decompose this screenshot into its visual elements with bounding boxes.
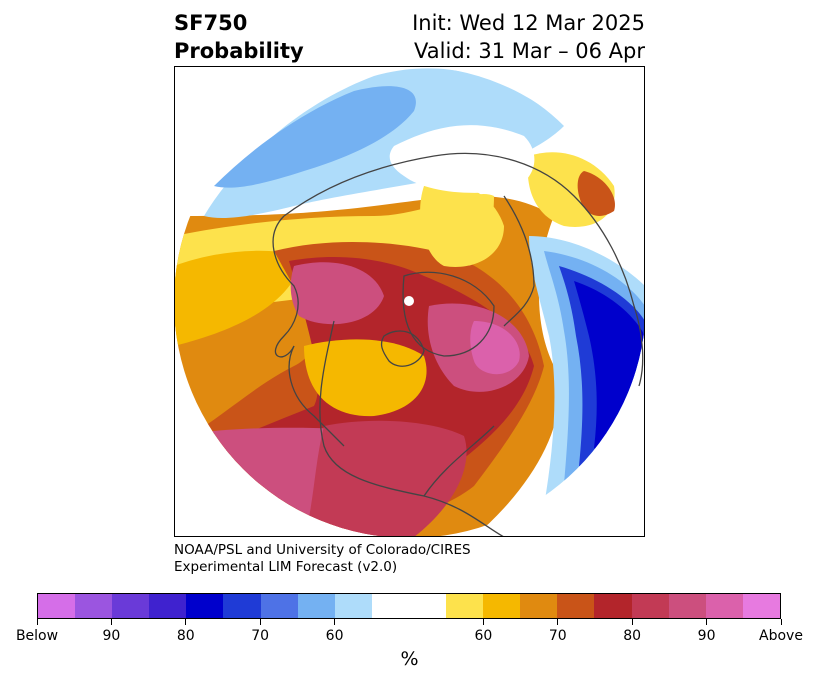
colorbar-segment: [112, 594, 150, 618]
coastline-layer: [272, 152, 644, 537]
map-title: SF750 Probability: [174, 9, 304, 65]
greenland-coast: [402, 271, 495, 357]
colorbar-tick-label: 90: [697, 628, 716, 644]
colorbar-tick: [780, 619, 782, 625]
colorbar-segment: [557, 594, 595, 618]
colorbar: [37, 593, 781, 619]
colorbar-segment: [75, 594, 113, 618]
polar-map: [174, 66, 645, 537]
colorbar-segment: [483, 594, 521, 618]
credit-text: NOAA/PSL and University of Colorado/CIRE…: [174, 542, 471, 576]
colorbar-tick-label: 70: [548, 628, 567, 644]
colorbar-tick-label: 70: [251, 628, 270, 644]
above-60-north-pocket: [420, 183, 504, 267]
above-75-northeast-core: [577, 171, 615, 216]
colorbar-segment: [520, 594, 558, 618]
north-pole-marker: [404, 296, 414, 306]
map-border: [174, 66, 645, 537]
colorbar-tick-label: 60: [325, 628, 344, 644]
colorbar-tick-label: 80: [623, 628, 642, 644]
above-65-west: [174, 250, 304, 346]
colorbar-ticks: Below 90 80 70 60 60 70 80 90 Above: [16, 619, 803, 649]
colorbar-segment: [223, 594, 261, 618]
above-95-east-core: [470, 321, 520, 375]
colorbar-tick: [482, 619, 484, 625]
polar-map-svg: [174, 66, 645, 537]
forecast-dates: Init: Wed 12 Mar 2025 Valid: 31 Mar – 06…: [300, 9, 645, 65]
colorbar-segment: [705, 594, 743, 618]
credit-line-1: NOAA/PSL and University of Colorado/CIRE…: [174, 542, 471, 558]
colorbar-tick-label: 60: [474, 628, 493, 644]
colorbar-tick: [706, 619, 708, 625]
colorbar-segment: [742, 594, 780, 618]
pacific-coast: [288, 345, 345, 447]
colorbar-tick-label: 80: [176, 628, 195, 644]
colorbar-segment: [297, 594, 335, 618]
eurasia-coast: [283, 152, 644, 387]
colorbar-segment: [371, 594, 409, 618]
above-85-south: [304, 420, 467, 537]
colorbar-tick-label: Above: [759, 628, 803, 644]
hudson-bay-coast: [380, 330, 425, 367]
colorbar-segment: [260, 594, 298, 618]
above-65-center-pocket: [304, 339, 427, 417]
below-60-north-region: [204, 68, 564, 218]
colorbar-tick: [259, 619, 261, 625]
colorbar-segment: [408, 594, 447, 618]
above-90-west-center: [290, 262, 384, 325]
white-arctic-gap: [389, 125, 535, 193]
colorbar-segment: [186, 594, 224, 618]
asia-coast: [272, 215, 299, 358]
colorbar-tick: [36, 619, 38, 625]
colorbar-tick: [185, 619, 187, 625]
colorbar-tick: [334, 619, 336, 625]
title-variable: SF750: [174, 11, 248, 35]
colorbar-tick: [557, 619, 559, 625]
colorbar-tick: [631, 619, 633, 625]
colorbar-segment: [334, 594, 372, 618]
colorbar-segment: [38, 594, 76, 618]
valid-range: Valid: 31 Mar – 06 Apr: [414, 39, 645, 63]
north-america-coast: [319, 320, 505, 537]
colorbar-tick-label: 90: [102, 628, 121, 644]
below-70-north-region: [214, 86, 416, 188]
colorbar-tick-label: Below: [15, 628, 59, 644]
credit-line-2: Experimental LIM Forecast (v2.0): [174, 559, 398, 575]
colorbar-segment: [668, 594, 706, 618]
colorbar-segment: [446, 594, 484, 618]
colorbar-segment: [631, 594, 669, 618]
colorbar-segment: [594, 594, 632, 618]
title-subtitle: Probability: [174, 39, 304, 63]
europe-coast: [503, 195, 535, 327]
colorbar-unit-label: %: [400, 648, 419, 670]
colorbar-tick: [110, 619, 112, 625]
colorbar-segment: [149, 594, 187, 618]
init-date: Init: Wed 12 Mar 2025: [412, 11, 645, 35]
